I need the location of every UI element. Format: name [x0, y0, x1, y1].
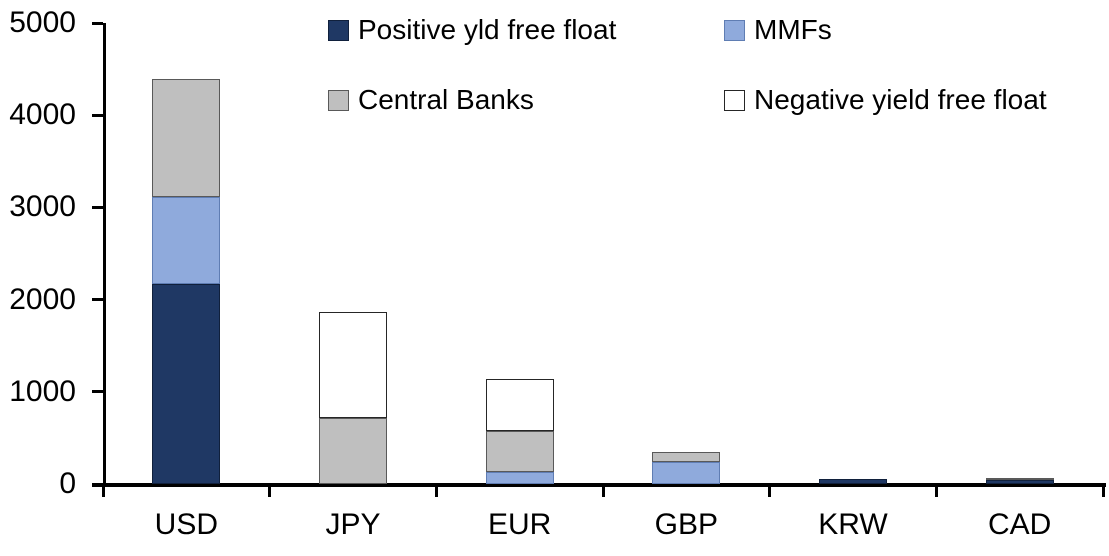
x-axis-tick [1101, 484, 1105, 497]
legend-label-positive-yld-free-float: Positive yld free float [358, 14, 617, 45]
y-axis-tick [92, 205, 103, 209]
x-axis-tick [768, 484, 772, 497]
y-axis-tick-label: 4000 [9, 98, 76, 132]
bar-segment-eur-mmfs [485, 472, 554, 484]
legend-item-negative-yield-free-float: Negative yield free float [724, 84, 1047, 116]
legend-item-mmfs: MMFs [724, 14, 832, 46]
bar-segment-eur-negative-yield-free-float [485, 378, 554, 432]
y-axis-tick [92, 113, 103, 117]
legend-swatch-positive-yld-free-float [328, 19, 349, 41]
bar-segment-jpy-central-banks [319, 417, 387, 484]
bar-segment-cad-central-banks [985, 477, 1054, 480]
bar-segment-jpy-negative-yield-free-float [319, 311, 387, 418]
x-category-label: EUR [487, 508, 552, 541]
x-category-label: USD [154, 508, 218, 541]
y-axis-tick [92, 482, 103, 486]
y-axis-tick-label: 3000 [9, 190, 76, 224]
x-axis-tick [601, 484, 605, 497]
bar-segment-krw-positive-yld-free-float [819, 479, 887, 484]
y-axis-tick-label: 2000 [9, 282, 76, 316]
x-axis-tick [101, 484, 105, 497]
y-axis-tick-label: 0 [59, 467, 76, 500]
bar-segment-usd-central-banks [152, 79, 221, 198]
y-axis-tick [92, 21, 103, 25]
legend-swatch-mmfs [724, 19, 745, 41]
x-category-label: KRW [818, 508, 888, 541]
x-axis-tick [934, 484, 938, 497]
x-category-label: CAD [987, 508, 1052, 541]
y-axis-tick-label: 1000 [9, 374, 76, 408]
bar-segment-gbp-mmfs [652, 461, 721, 484]
bar-segment-cad-positive-yld-free-float [985, 479, 1054, 484]
x-axis-tick [268, 484, 272, 497]
legend-label-mmfs: MMFs [754, 14, 832, 45]
legend-swatch-central-banks [328, 89, 349, 111]
x-category-label: GBP [654, 508, 718, 541]
y-axis-tick [92, 390, 103, 394]
bar-segment-gbp-central-banks [652, 451, 721, 462]
x-axis-line [92, 483, 1106, 487]
y-axis-tick [92, 298, 103, 302]
legend-item-central-banks: Central Banks [328, 84, 534, 116]
x-axis-tick [434, 484, 438, 497]
bar-segment-eur-central-banks [485, 431, 554, 472]
bar-segment-usd-mmfs [152, 197, 221, 284]
legend-swatch-negative-yield-free-float [724, 89, 745, 111]
legend-label-central-banks: Central Banks [358, 84, 534, 115]
y-axis-line [103, 23, 106, 487]
legend-label-negative-yield-free-float: Negative yield free float [754, 84, 1047, 115]
x-category-label: JPY [325, 508, 381, 541]
y-axis-tick-label: 5000 [9, 6, 76, 39]
legend-item-positive-yld-free-float: Positive yld free float [328, 14, 616, 46]
bar-segment-usd-positive-yld-free-float [152, 283, 221, 484]
